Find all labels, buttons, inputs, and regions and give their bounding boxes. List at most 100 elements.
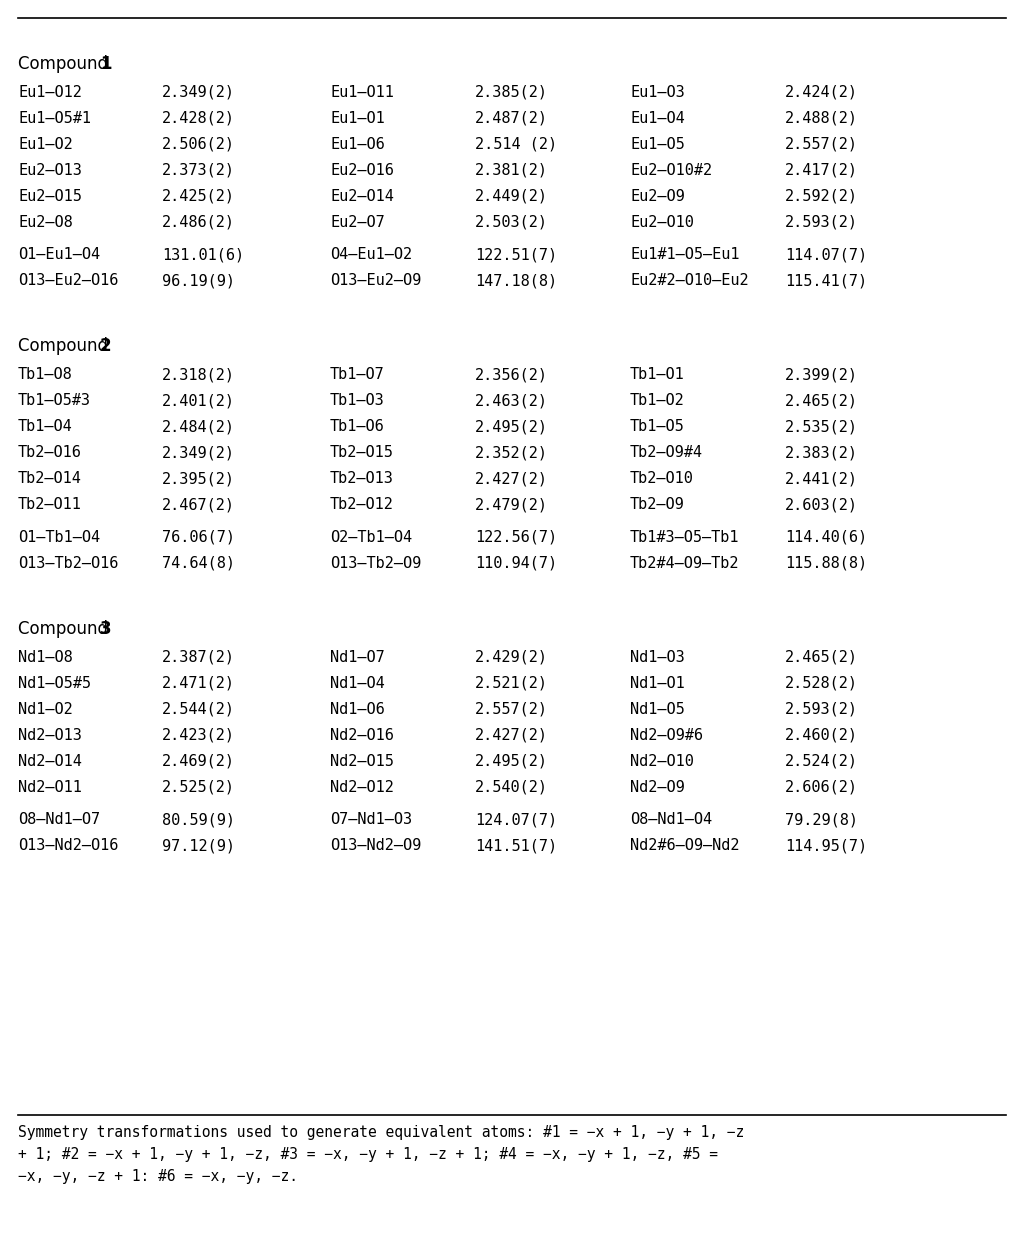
Text: Symmetry transformations used to generate equivalent atoms: #1 = −x + 1, −y + 1,: Symmetry transformations used to generat… [18, 1125, 744, 1140]
Text: Nd2–O12: Nd2–O12 [330, 780, 394, 795]
Text: 2.479(2): 2.479(2) [475, 497, 548, 512]
Text: 96.19(9): 96.19(9) [162, 273, 234, 288]
Text: Eu1–O6: Eu1–O6 [330, 137, 385, 152]
Text: 2.467(2): 2.467(2) [162, 497, 234, 512]
Text: Eu1–O5: Eu1–O5 [630, 137, 685, 152]
Text: O13–Nd2–O9: O13–Nd2–O9 [330, 838, 421, 853]
Text: Tb1–O5#3: Tb1–O5#3 [18, 394, 91, 409]
Text: O2–Tb1–O4: O2–Tb1–O4 [330, 530, 412, 545]
Text: 2.606(2): 2.606(2) [785, 780, 858, 795]
Text: 115.41(7): 115.41(7) [785, 273, 867, 288]
Text: 2.460(2): 2.460(2) [785, 728, 858, 743]
Text: Nd2–O14: Nd2–O14 [18, 754, 82, 769]
Text: 2.349(2): 2.349(2) [162, 84, 234, 99]
Text: 2.540(2): 2.540(2) [475, 780, 548, 795]
Text: 2.488(2): 2.488(2) [785, 111, 858, 125]
Text: 2.373(2): 2.373(2) [162, 163, 234, 178]
Text: Tb2–O15: Tb2–O15 [330, 446, 394, 461]
Text: Nd1–O5#5: Nd1–O5#5 [18, 676, 91, 691]
Text: 2.557(2): 2.557(2) [475, 702, 548, 717]
Text: Nd1–O6: Nd1–O6 [330, 702, 385, 717]
Text: 2.514 (2): 2.514 (2) [475, 137, 557, 152]
Text: Nd2–O9: Nd2–O9 [630, 780, 685, 795]
Text: Nd2–O16: Nd2–O16 [330, 728, 394, 743]
Text: 2.592(2): 2.592(2) [785, 189, 858, 204]
Text: O1–Tb1–O4: O1–Tb1–O4 [18, 530, 100, 545]
Text: Eu1–O5#1: Eu1–O5#1 [18, 111, 91, 125]
Text: O1–Eu1–O4: O1–Eu1–O4 [18, 247, 100, 262]
Text: 2.465(2): 2.465(2) [785, 650, 858, 664]
Text: Nd1–O5: Nd1–O5 [630, 702, 685, 717]
Text: Nd1–O3: Nd1–O3 [630, 650, 685, 664]
Text: 2.387(2): 2.387(2) [162, 650, 234, 664]
Text: Tb2–O10: Tb2–O10 [630, 471, 694, 487]
Text: Eu2–O8: Eu2–O8 [18, 215, 73, 230]
Text: Tb1–O6: Tb1–O6 [330, 420, 385, 435]
Text: 2.487(2): 2.487(2) [475, 111, 548, 125]
Text: Tb2–O11: Tb2–O11 [18, 497, 82, 512]
Text: Eu2#2–O10–Eu2: Eu2#2–O10–Eu2 [630, 273, 749, 288]
Text: 2.429(2): 2.429(2) [475, 650, 548, 664]
Text: Eu2–O16: Eu2–O16 [330, 163, 394, 178]
Text: Eu2–O10: Eu2–O10 [630, 215, 694, 230]
Text: Eu1–O2: Eu1–O2 [18, 137, 73, 152]
Text: 2.352(2): 2.352(2) [475, 446, 548, 461]
Text: 2.535(2): 2.535(2) [785, 420, 858, 435]
Text: 2.463(2): 2.463(2) [475, 394, 548, 409]
Text: 3: 3 [100, 620, 112, 638]
Text: 2.381(2): 2.381(2) [475, 163, 548, 178]
Text: 2.401(2): 2.401(2) [162, 394, 234, 409]
Text: 2.469(2): 2.469(2) [162, 754, 234, 769]
Text: 2.603(2): 2.603(2) [785, 497, 858, 512]
Text: Tb1–O2: Tb1–O2 [630, 394, 685, 409]
Text: 2.425(2): 2.425(2) [162, 189, 234, 204]
Text: 80.59(9): 80.59(9) [162, 812, 234, 827]
Text: 1: 1 [100, 55, 112, 73]
Text: O13–Tb2–O16: O13–Tb2–O16 [18, 556, 119, 571]
Text: O13–Tb2–O9: O13–Tb2–O9 [330, 556, 421, 571]
Text: 2.441(2): 2.441(2) [785, 471, 858, 487]
Text: 2: 2 [100, 338, 112, 355]
Text: 2.424(2): 2.424(2) [785, 84, 858, 99]
Text: Nd1–O2: Nd1–O2 [18, 702, 73, 717]
Text: 2.318(2): 2.318(2) [162, 368, 234, 383]
Text: 2.495(2): 2.495(2) [475, 420, 548, 435]
Text: Nd1–O7: Nd1–O7 [330, 650, 385, 664]
Text: O4–Eu1–O2: O4–Eu1–O2 [330, 247, 412, 262]
Text: Tb1–O8: Tb1–O8 [18, 368, 73, 383]
Text: 79.29(8): 79.29(8) [785, 812, 858, 827]
Text: O13–Nd2–O16: O13–Nd2–O16 [18, 838, 119, 853]
Text: 124.07(7): 124.07(7) [475, 812, 557, 827]
Text: 110.94(7): 110.94(7) [475, 556, 557, 571]
Text: Nd2–O9#6: Nd2–O9#6 [630, 728, 703, 743]
Text: 2.486(2): 2.486(2) [162, 215, 234, 230]
Text: 2.503(2): 2.503(2) [475, 215, 548, 230]
Text: Tb2#4–O9–Tb2: Tb2#4–O9–Tb2 [630, 556, 739, 571]
Text: 114.40(6): 114.40(6) [785, 530, 867, 545]
Text: Tb2–O16: Tb2–O16 [18, 446, 82, 461]
Text: Compound: Compound [18, 620, 114, 638]
Text: 2.465(2): 2.465(2) [785, 394, 858, 409]
Text: Nd2–O13: Nd2–O13 [18, 728, 82, 743]
Text: Tb1–O3: Tb1–O3 [330, 394, 385, 409]
Text: 147.18(8): 147.18(8) [475, 273, 557, 288]
Text: Eu1#1–O5–Eu1: Eu1#1–O5–Eu1 [630, 247, 739, 262]
Text: Eu1–O12: Eu1–O12 [18, 84, 82, 99]
Text: Compound: Compound [18, 338, 114, 355]
Text: Eu1–O1: Eu1–O1 [330, 111, 385, 125]
Text: 2.593(2): 2.593(2) [785, 702, 858, 717]
Text: O13–Eu2–O16: O13–Eu2–O16 [18, 273, 119, 288]
Text: 2.399(2): 2.399(2) [785, 368, 858, 383]
Text: Nd2#6–O9–Nd2: Nd2#6–O9–Nd2 [630, 838, 739, 853]
Text: Eu2–O15: Eu2–O15 [18, 189, 82, 204]
Text: 2.471(2): 2.471(2) [162, 676, 234, 691]
Text: O8–Nd1–O4: O8–Nd1–O4 [630, 812, 712, 827]
Text: Eu2–O9: Eu2–O9 [630, 189, 685, 204]
Text: Nd1–O8: Nd1–O8 [18, 650, 73, 664]
Text: −x, −y, −z + 1: #6 = −x, −y, −z.: −x, −y, −z + 1: #6 = −x, −y, −z. [18, 1169, 298, 1184]
Text: 2.506(2): 2.506(2) [162, 137, 234, 152]
Text: Eu2–O13: Eu2–O13 [18, 163, 82, 178]
Text: Tb2–O9: Tb2–O9 [630, 497, 685, 512]
Text: Tb1–O1: Tb1–O1 [630, 368, 685, 383]
Text: Nd2–O11: Nd2–O11 [18, 780, 82, 795]
